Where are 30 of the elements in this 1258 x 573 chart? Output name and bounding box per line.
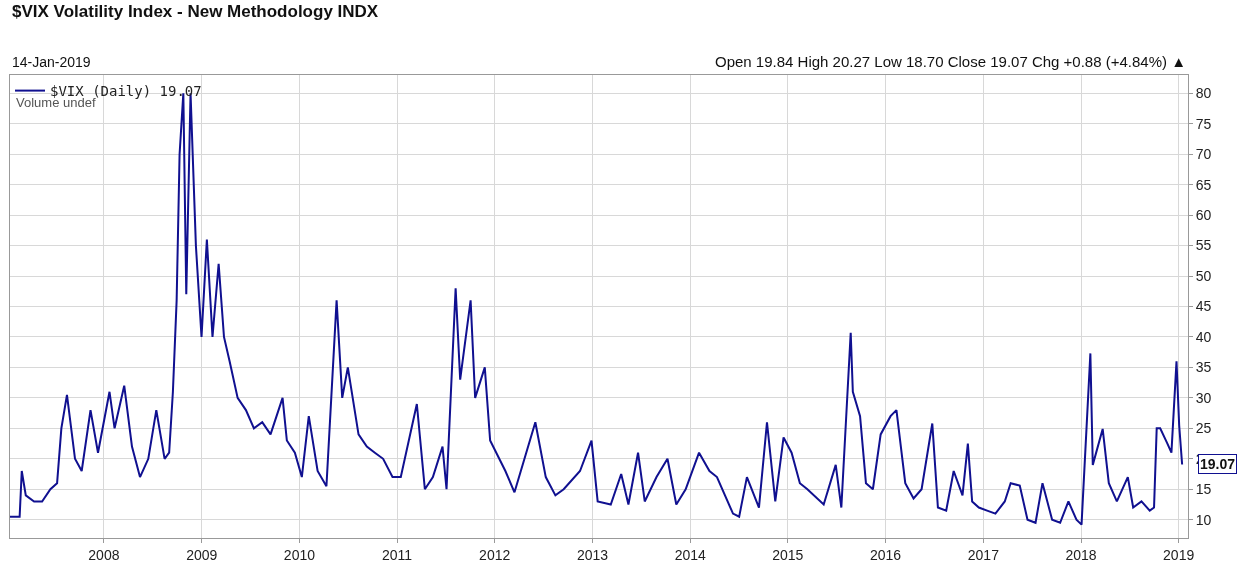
y-tick-label: 65	[1195, 176, 1212, 193]
x-tick-label: 2016	[869, 546, 902, 563]
x-tick-label: 2009	[186, 546, 218, 563]
x-tick-label: 2019	[1163, 546, 1195, 563]
y-tick-label: 80	[1195, 85, 1212, 102]
x-tick-label: 2018	[1065, 546, 1097, 563]
text: Open 19.84 High 20.27 Low 18.70 Close 19.07 Chg +0.88 (+4.84%) ▲	[715, 53, 1186, 70]
x-tick-label: 2013	[577, 546, 609, 563]
y-tick-label: 70	[1195, 146, 1212, 163]
y-tick-label: 55	[1195, 237, 1212, 254]
chart-subtitle: 14-Jan-2019	[12, 54, 91, 70]
y-tick-label: 40	[1195, 328, 1212, 345]
chart-title: $VIX Volatility Index - New Methodology INDX	[12, 2, 379, 21]
y-tick-label: 30	[1195, 389, 1212, 406]
y-tick-label: 50	[1195, 267, 1212, 284]
x-tick-label: 2015	[772, 546, 804, 563]
y-tick-label: 25	[1195, 420, 1212, 437]
x-tick-label: 2012	[479, 546, 511, 563]
x-tick-label: 2011	[382, 546, 413, 563]
y-tick-label: 35	[1195, 359, 1212, 376]
y-tick-label: 60	[1195, 207, 1212, 224]
x-tick-label: 2017	[967, 546, 1000, 563]
x-tick-label: 2008	[88, 546, 120, 563]
annotation: 19.07	[1200, 456, 1236, 472]
y-tick-label: 15	[1195, 481, 1212, 498]
y-tick-label: 45	[1195, 298, 1212, 315]
y-tick-label: 10	[1195, 511, 1212, 528]
x-tick-label: 2010	[283, 546, 316, 563]
y-tick-label: 75	[1195, 115, 1212, 132]
x-tick-label: 2014	[674, 546, 706, 563]
